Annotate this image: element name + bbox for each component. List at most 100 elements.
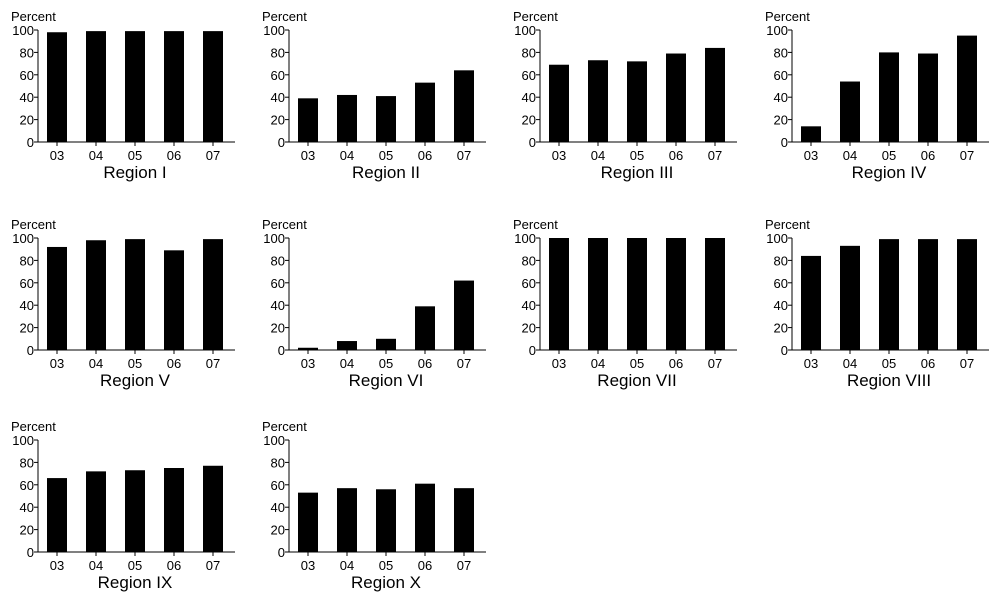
bar-06 xyxy=(918,53,938,142)
y-tick-label: 40 xyxy=(20,90,34,105)
x-tick-label: 07 xyxy=(206,558,220,573)
y-tick-label: 0 xyxy=(278,545,285,560)
bar-07 xyxy=(203,239,223,350)
bar-04 xyxy=(337,341,357,350)
bar-03 xyxy=(47,246,67,350)
y-tick-label: 0 xyxy=(27,545,34,560)
x-tick-label: 06 xyxy=(921,356,935,371)
y-tick-label: 80 xyxy=(20,253,34,268)
x-tick-label: 03 xyxy=(552,356,566,371)
x-tick-label: 05 xyxy=(128,558,142,573)
bar-06 xyxy=(164,250,184,350)
x-tick-label: 04 xyxy=(340,148,354,163)
y-tick-label: 80 xyxy=(271,253,285,268)
y-tick-label: 20 xyxy=(20,321,34,336)
x-tick-label: 06 xyxy=(669,148,683,163)
y-axis-label: Percent xyxy=(765,9,810,24)
y-tick-label: 0 xyxy=(781,343,788,358)
bar-07 xyxy=(454,280,474,350)
bar-03 xyxy=(801,126,821,142)
y-tick-label: 20 xyxy=(271,113,285,128)
bar-05 xyxy=(627,238,647,350)
x-tick-label: 03 xyxy=(50,558,64,573)
x-tick-label: 06 xyxy=(418,356,432,371)
bar-06 xyxy=(415,483,435,552)
x-tick-label: 04 xyxy=(843,148,857,163)
bar-06 xyxy=(415,306,435,350)
x-tick-label: 05 xyxy=(379,356,393,371)
y-tick-label: 80 xyxy=(774,45,788,60)
y-tick-label: 100 xyxy=(514,231,536,246)
y-tick-label: 40 xyxy=(522,90,536,105)
bar-05 xyxy=(879,239,899,350)
x-tick-label: 05 xyxy=(882,356,896,371)
bar-06 xyxy=(666,238,686,350)
x-tick-label: 06 xyxy=(167,356,181,371)
bar-07 xyxy=(454,70,474,142)
y-tick-label: 0 xyxy=(278,135,285,150)
x-tick-label: 04 xyxy=(89,148,103,163)
x-tick-label: 07 xyxy=(708,148,722,163)
x-tick-label: 07 xyxy=(206,356,220,371)
y-axis-label: Percent xyxy=(11,419,56,434)
bar-03 xyxy=(298,347,318,350)
chart-title: Region VI xyxy=(349,371,424,390)
x-tick-label: 05 xyxy=(379,148,393,163)
chart-title: Region I xyxy=(103,163,166,182)
y-tick-label: 0 xyxy=(781,135,788,150)
y-tick-label: 60 xyxy=(522,68,536,83)
chart-region-iii: Percent 0 20 40 60 80 100 03 04 05 06 07 Region III xyxy=(513,9,737,182)
y-tick-label: 100 xyxy=(12,23,34,38)
y-tick-label: 80 xyxy=(522,253,536,268)
x-tick-label: 06 xyxy=(669,356,683,371)
y-tick-label: 100 xyxy=(263,23,285,38)
y-tick-label: 40 xyxy=(271,500,285,515)
chart-region-v: Percent 0 20 40 60 80 100 03 04 05 06 07 Region V xyxy=(11,217,235,390)
y-tick-label: 60 xyxy=(20,276,34,291)
x-tick-label: 07 xyxy=(457,558,471,573)
chart-region-i: Percent 0 20 40 60 80 100 03 04 05 06 07 Region I xyxy=(11,9,235,182)
x-tick-label: 04 xyxy=(89,558,103,573)
y-axis-label: Percent xyxy=(513,9,558,24)
x-tick-label: 04 xyxy=(340,558,354,573)
y-tick-label: 40 xyxy=(20,298,34,313)
chart-title: Region V xyxy=(100,371,171,390)
y-tick-label: 40 xyxy=(774,90,788,105)
y-tick-label: 20 xyxy=(522,321,536,336)
x-tick-label: 03 xyxy=(804,356,818,371)
y-axis-label: Percent xyxy=(513,217,558,232)
y-axis-label: Percent xyxy=(765,217,810,232)
chart-title: Region X xyxy=(351,573,421,592)
chart-region-ii: Percent 0 20 40 60 80 100 03 04 05 06 07 Region II xyxy=(262,9,486,182)
y-tick-label: 40 xyxy=(20,500,34,515)
chart-title: Region IV xyxy=(852,163,927,182)
bar-03 xyxy=(47,32,67,142)
y-tick-label: 100 xyxy=(263,433,285,448)
y-tick-label: 0 xyxy=(529,135,536,150)
x-tick-label: 03 xyxy=(301,356,315,371)
chart-region-vi: Percent 0 20 40 60 80 100 03 04 05 06 07 Region VI xyxy=(262,217,486,390)
chart-region-vii: Percent 0 20 40 60 80 100 03 04 05 06 07 Region VII xyxy=(513,217,737,390)
bar-07 xyxy=(957,239,977,350)
x-tick-label: 05 xyxy=(630,148,644,163)
bar-05 xyxy=(879,52,899,142)
bar-07 xyxy=(705,47,725,142)
bar-04 xyxy=(337,488,357,552)
y-tick-label: 20 xyxy=(522,113,536,128)
x-tick-label: 03 xyxy=(804,148,818,163)
bar-06 xyxy=(415,82,435,142)
bar-05 xyxy=(376,489,396,552)
chart-title: Region VIII xyxy=(847,371,931,390)
y-tick-label: 100 xyxy=(12,433,34,448)
chart-region-viii: Percent 0 20 40 60 80 100 03 04 05 06 07 Region VIII xyxy=(765,217,989,390)
y-tick-label: 80 xyxy=(20,455,34,470)
y-tick-label: 80 xyxy=(271,45,285,60)
y-tick-label: 40 xyxy=(774,298,788,313)
x-tick-label: 06 xyxy=(921,148,935,163)
bar-04 xyxy=(86,31,106,142)
bar-03 xyxy=(801,255,821,350)
y-tick-label: 0 xyxy=(529,343,536,358)
bar-05 xyxy=(125,31,145,142)
